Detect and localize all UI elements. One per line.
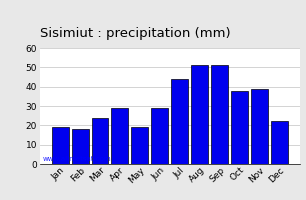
Bar <box>271 121 288 164</box>
Bar <box>131 127 148 164</box>
Bar <box>111 108 129 164</box>
Bar <box>211 65 228 164</box>
Bar <box>191 65 208 164</box>
Bar <box>251 89 268 164</box>
Bar <box>72 129 88 164</box>
Bar <box>91 118 108 164</box>
Bar <box>52 127 69 164</box>
Bar <box>231 91 248 164</box>
Bar <box>171 79 188 164</box>
Bar <box>151 108 168 164</box>
Text: Sisimiut : precipitation (mm): Sisimiut : precipitation (mm) <box>40 27 230 40</box>
Text: www.allmetsat.com: www.allmetsat.com <box>42 156 111 162</box>
